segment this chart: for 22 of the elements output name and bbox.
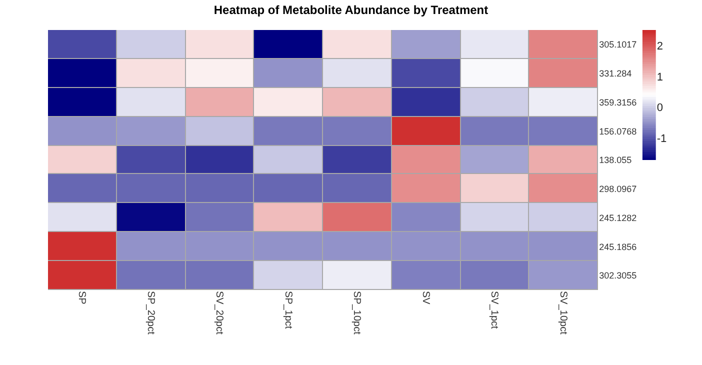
x-tick-label: SV_10pct [558,291,569,335]
color-bar-label: -1 [656,133,667,146]
chart-title: Heatmap of Metabolite Abundance by Treatment [214,2,488,17]
color-bar-label: 2 [656,40,663,52]
y-tick-label: 305.1017 [599,40,637,50]
color-bar-label: 1 [656,71,663,84]
x-tick-label: SP_20pct [144,291,156,335]
y-tick-label: 298.0967 [599,184,637,194]
y-tick-label: 138.055 [599,155,632,166]
y-tick-label: 245.1856 [599,242,637,252]
y-tick-label: 156.0768 [599,126,637,136]
x-tick-label: SP_10pct [351,291,362,335]
y-tick-label: 245.1282 [599,212,637,223]
x-tick-label: SV_20pct [214,291,225,335]
y-tick-label: 331.284 [599,68,632,78]
x-tick-label: SP_1pct [282,291,294,330]
x-tick-label: SV_1pct [488,291,500,330]
y-tick-label: 302.3055 [599,270,637,281]
y-tick-label: 359.3156 [599,97,637,108]
x-tick-label: SP [76,291,88,305]
color-bar-label: 0 [656,102,663,114]
x-tick-label: SV [420,291,431,305]
